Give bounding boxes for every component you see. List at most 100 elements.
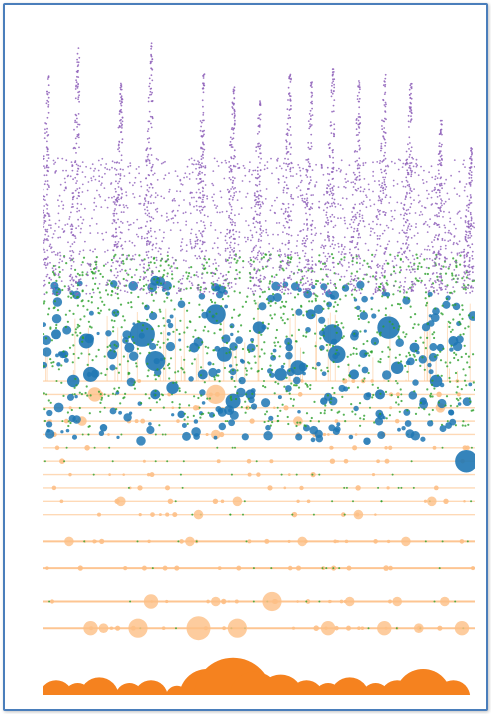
purple-spike-dot	[43, 248, 45, 251]
purple-spike-dot	[358, 167, 361, 170]
purple-dot	[185, 260, 187, 262]
purple-spike-dot	[359, 262, 361, 265]
green-row-dot	[400, 393, 403, 396]
purple-dot	[238, 213, 240, 216]
orange-row-dot	[299, 485, 304, 491]
orange-row-dot	[352, 445, 358, 451]
purple-spike-dot	[288, 95, 291, 97]
purple-spike-dot	[142, 278, 145, 281]
purple-spike-dot	[147, 153, 150, 156]
purple-dot	[197, 160, 199, 163]
purple-dot	[216, 246, 219, 249]
purple-spike-dot	[301, 275, 304, 278]
purple-spike-dot	[301, 239, 304, 242]
blue-small-bubble	[297, 410, 301, 414]
purple-spike-dot	[306, 224, 308, 226]
green-dot	[280, 316, 283, 319]
green-dot	[400, 360, 403, 363]
purple-spike-dot	[150, 202, 152, 205]
purple-spike-dot	[350, 218, 353, 221]
purple-spike-dot	[466, 225, 468, 228]
green-dot	[441, 304, 444, 307]
orange-row-dot	[334, 625, 339, 631]
purple-dot	[163, 197, 165, 200]
purple-spike-dot	[70, 211, 72, 214]
purple-dot	[337, 273, 340, 276]
purple-spike-dot	[468, 266, 471, 269]
purple-spike-dot	[226, 242, 228, 244]
green-dot	[292, 404, 295, 407]
purple-spike-dot	[48, 219, 51, 222]
purple-spike-dot	[438, 191, 441, 194]
green-dot	[58, 276, 61, 279]
green-dot	[269, 314, 272, 317]
blue-small-bubble	[207, 361, 212, 366]
green-dot	[426, 388, 429, 391]
blue-small-bubble	[181, 423, 187, 428]
green-dot	[130, 306, 133, 309]
purple-spike-dot	[469, 185, 472, 187]
green-dot	[332, 305, 335, 308]
green-dot	[68, 346, 72, 349]
purple-dot	[434, 281, 437, 284]
purple-spike-dot	[311, 207, 313, 210]
green-dot	[440, 374, 443, 377]
green-dot	[460, 355, 463, 359]
blue-bubble	[409, 342, 420, 353]
purple-spike-dot	[78, 123, 81, 126]
purple-dot	[350, 275, 352, 278]
purple-dot	[289, 274, 291, 277]
purple-dot	[76, 170, 79, 173]
purple-dot	[301, 199, 304, 202]
green-row-dot	[291, 513, 294, 516]
purple-spike-dot	[359, 236, 362, 239]
purple-dot	[63, 256, 66, 259]
purple-spike-dot	[143, 237, 146, 240]
purple-spike-dot	[308, 181, 311, 184]
purple-spike-dot	[382, 176, 384, 179]
purple-dot	[104, 263, 107, 265]
green-dot	[318, 260, 321, 263]
purple-spike-dot	[115, 243, 117, 246]
purple-dot	[74, 237, 77, 240]
purple-dot	[449, 220, 451, 223]
purple-dot	[372, 220, 374, 223]
blue-small-bubble	[178, 338, 182, 342]
purple-dot	[224, 260, 227, 262]
green-row-dot	[43, 460, 46, 463]
green-dot	[157, 340, 160, 343]
purple-spike-dot	[200, 155, 203, 158]
purple-spike-dot	[232, 179, 235, 182]
purple-dot	[60, 200, 63, 203]
purple-spike-dot	[119, 88, 122, 91]
green-row-dot	[321, 567, 324, 570]
green-dot	[315, 279, 318, 282]
green-dot	[392, 293, 395, 296]
green-dot	[456, 405, 459, 408]
purple-spike-dot	[78, 56, 81, 59]
purple-spike-dot	[113, 243, 116, 246]
purple-spike-dot	[466, 204, 468, 207]
green-dot	[286, 415, 289, 419]
purple-spike-dot	[46, 99, 49, 102]
blue-small-bubble	[169, 314, 174, 319]
purple-dot	[176, 292, 178, 295]
blue-small-bubble	[468, 382, 473, 387]
green-dot	[159, 282, 163, 285]
purple-dot	[447, 240, 450, 243]
purple-spike-dot	[76, 52, 79, 55]
purple-spike-dot	[259, 152, 262, 155]
green-dot	[71, 333, 74, 336]
green-dot	[332, 360, 335, 364]
green-dot	[233, 290, 236, 293]
purple-spike-dot	[43, 238, 46, 241]
green-dot	[110, 294, 113, 297]
orange-row-dot	[51, 485, 57, 491]
purple-dot	[101, 176, 104, 179]
purple-dot	[407, 208, 410, 211]
purple-dot	[267, 234, 269, 237]
purple-dot	[421, 213, 424, 216]
green-dot	[240, 406, 243, 409]
purple-dot	[436, 289, 438, 292]
purple-spike-dot	[231, 223, 234, 226]
